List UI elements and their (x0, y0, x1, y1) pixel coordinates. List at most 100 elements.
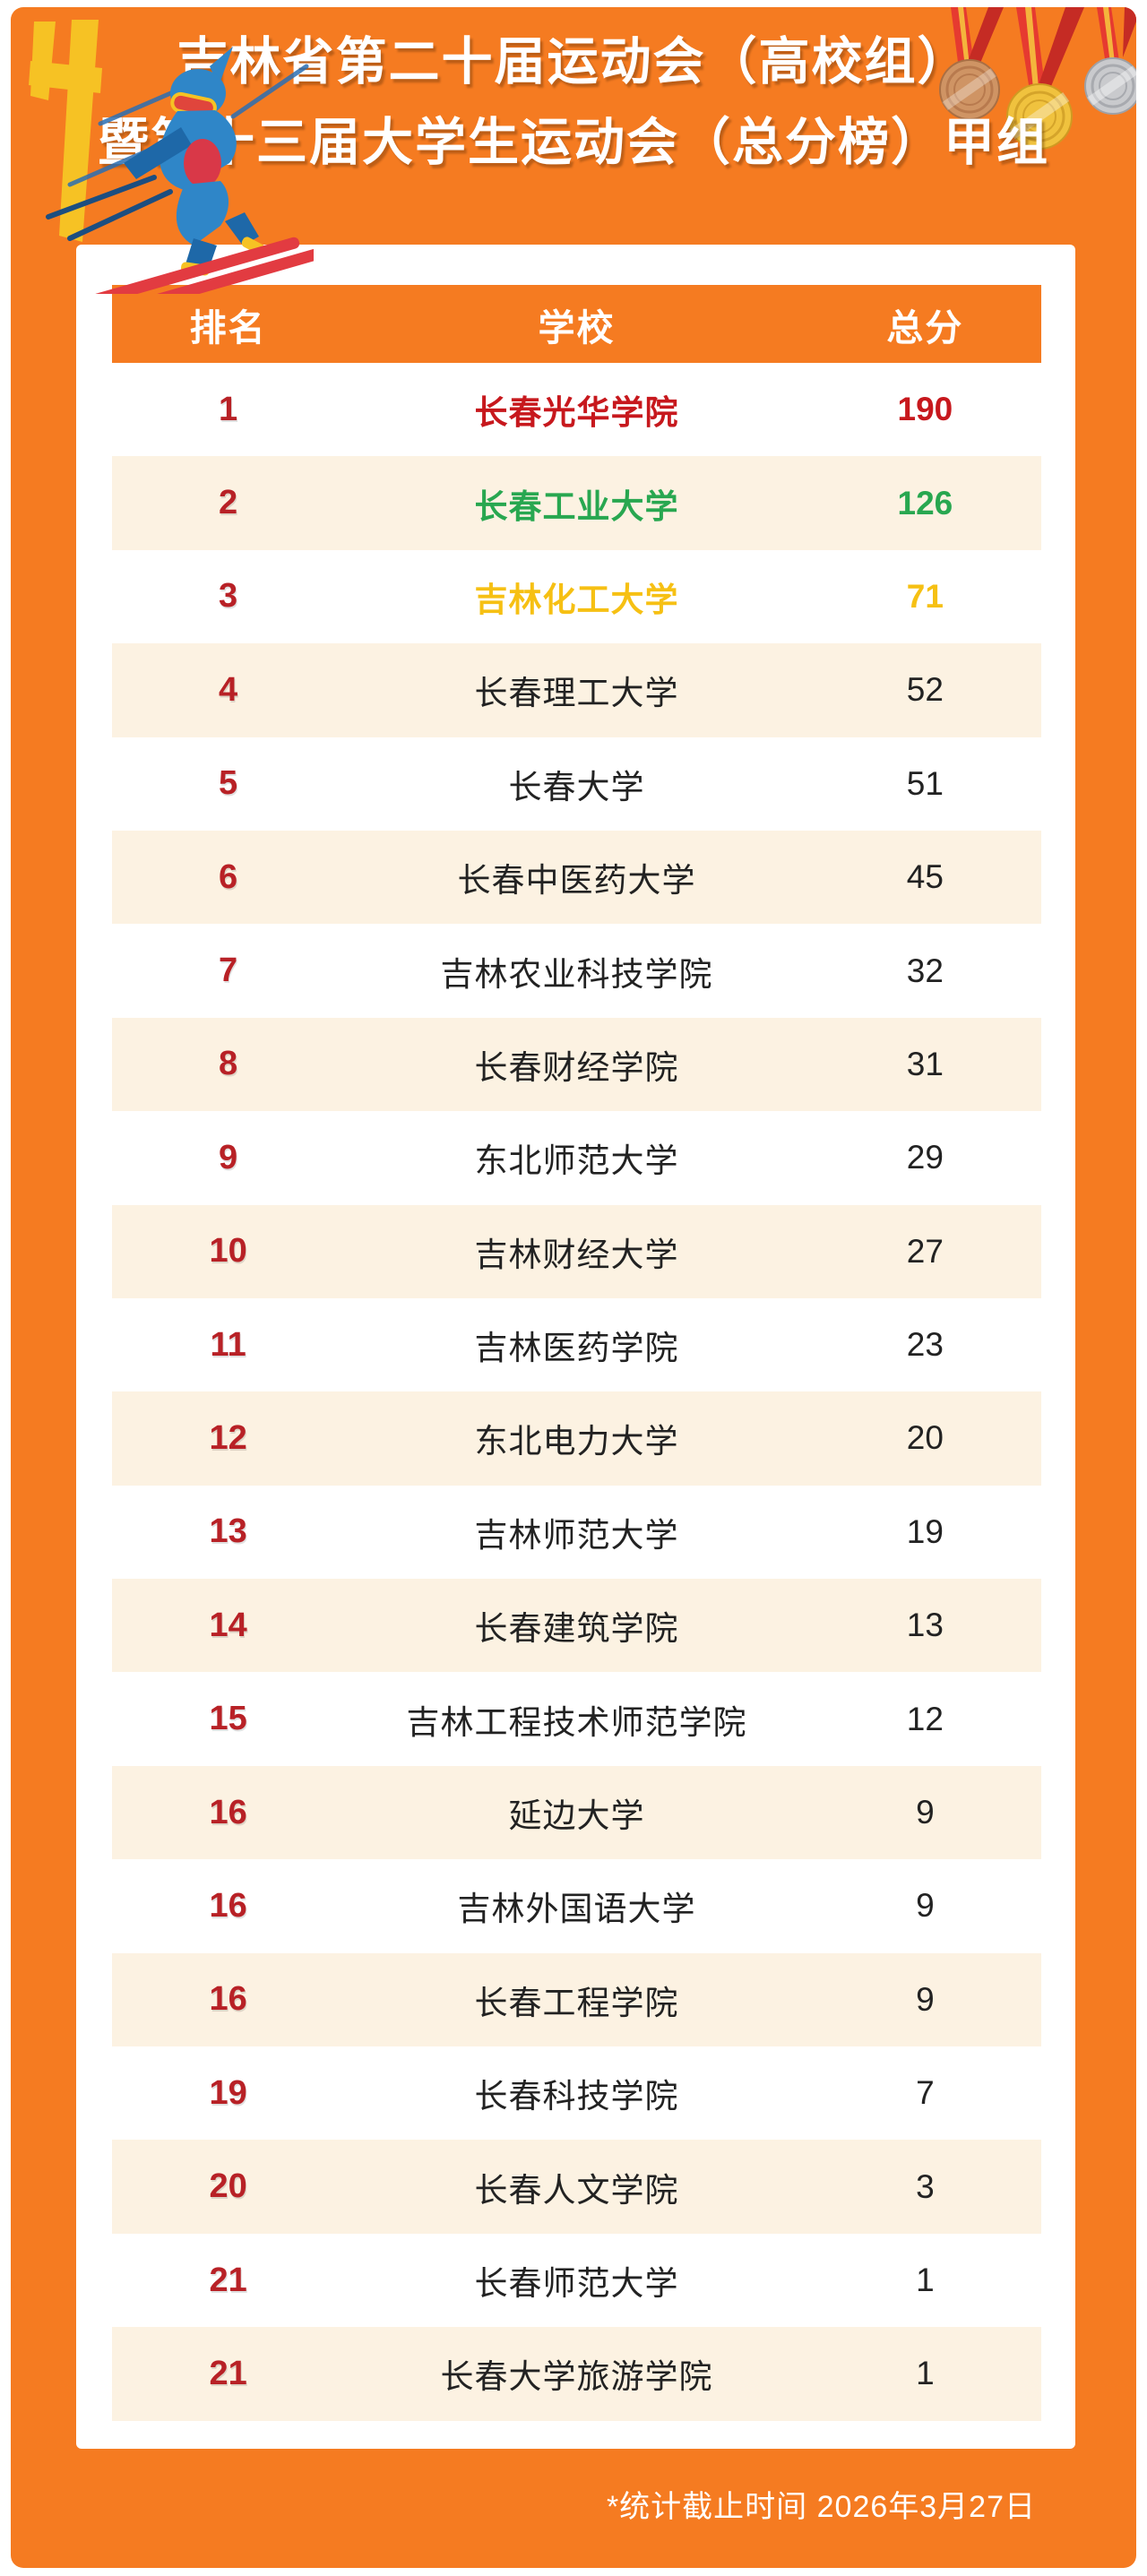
score-cell: 1 (916, 2355, 935, 2392)
school-cell: 长春工业大学 (474, 487, 679, 525)
skier-icon (29, 20, 314, 294)
rank-cell: 12 (209, 1418, 247, 1457)
table-row: 4 长春理工大学 52 (112, 643, 1041, 737)
score-cell: 71 (906, 577, 944, 615)
score-cell: 9 (916, 1980, 935, 2018)
school-cell: 长春师范大学 (474, 2265, 679, 2302)
score-cell: 51 (906, 764, 944, 802)
rank-cell: 9 (219, 1138, 238, 1176)
rank-cell: 21 (209, 2354, 247, 2392)
table-row: 19 长春科技学院 7 (112, 2046, 1041, 2141)
table-row: 21 长春大学旅游学院 1 (112, 2327, 1041, 2421)
rank-cell: 8 (219, 1045, 238, 1083)
school-cell: 长春光华学院 (474, 394, 679, 432)
orange-poster: 吉林省第二十届运动会（高校组） 暨第十三届大学生运动会（总分榜）甲组 排名 学校… (11, 7, 1136, 2568)
school-cell: 东北电力大学 (474, 1423, 679, 1460)
rank-cell: 14 (209, 1606, 247, 1644)
table-row: 12 东北电力大学 20 (112, 1391, 1041, 1486)
table-row: 16 吉林外国语大学 9 (112, 1859, 1041, 1953)
score-cell: 7 (916, 2074, 935, 2112)
score-cell: 9 (916, 1887, 935, 1925)
header-school: 学校 (538, 306, 616, 349)
table-body: 1 长春光华学院 190 2 长春工业大学 126 3 吉林化工大学 71 4 长春理工大学 52 5 长… (112, 363, 1041, 2421)
rank-cell: 20 (209, 2167, 247, 2206)
ranking-table: 排名 学校 总分 1 长春光华学院 190 2 长春工业大学 126 3 吉林化工大学 71 4 长… (112, 285, 1041, 2421)
score-cell: 190 (897, 391, 953, 428)
score-cell: 3 (916, 2167, 935, 2205)
rank-cell: 7 (219, 952, 238, 990)
school-cell: 吉林财经大学 (474, 1236, 679, 1273)
table-row: 7 吉林农业科技学院 32 (112, 924, 1041, 1018)
header-score: 总分 (886, 306, 964, 349)
rank-cell: 21 (209, 2261, 247, 2299)
score-cell: 52 (906, 671, 944, 709)
ranking-card: 排名 学校 总分 1 长春光华学院 190 2 长春工业大学 126 3 吉林化工大学 71 4 长… (76, 245, 1075, 2449)
rank-cell: 10 (209, 1232, 247, 1271)
score-cell: 29 (906, 1139, 944, 1176)
table-row: 16 长春工程学院 9 (112, 1952, 1041, 2047)
table-row: 9 东北师范大学 29 (112, 1111, 1041, 1205)
school-cell: 长春中医药大学 (457, 862, 696, 900)
school-cell: 延边大学 (508, 1797, 645, 1835)
rank-cell: 15 (209, 1700, 247, 1738)
title-line-1: 吉林省第二十届运动会（高校组） (177, 33, 970, 90)
school-cell: 吉林外国语大学 (457, 1891, 696, 1928)
medals-icon (939, 7, 1136, 150)
score-cell: 9 (916, 1794, 935, 1831)
rank-cell: 1 (219, 390, 238, 428)
rank-cell: 16 (209, 1980, 247, 2019)
school-cell: 长春科技学院 (474, 2078, 679, 2115)
rank-cell: 2 (219, 484, 238, 522)
score-cell: 13 (906, 1607, 944, 1644)
score-cell: 20 (906, 1419, 944, 1457)
score-cell: 126 (897, 484, 953, 521)
table-row: 13 吉林师范大学 19 (112, 1485, 1041, 1580)
table-row: 8 长春财经学院 31 (112, 1017, 1041, 1112)
score-cell: 12 (906, 1700, 944, 1737)
header-rank: 排名 (189, 306, 267, 349)
score-cell: 32 (906, 952, 944, 989)
table-row: 15 吉林工程技术师范学院 12 (112, 1672, 1041, 1766)
score-cell: 45 (906, 858, 944, 896)
school-cell: 长春建筑学院 (474, 1610, 679, 1648)
table-row: 20 长春人文学院 3 (112, 2140, 1041, 2234)
table-row: 1 长春光华学院 190 (112, 363, 1041, 457)
school-cell: 长春理工大学 (474, 675, 679, 712)
score-cell: 27 (906, 1232, 944, 1270)
score-cell: 1 (916, 2262, 935, 2298)
rank-cell: 3 (219, 577, 238, 616)
school-cell: 东北师范大学 (474, 1142, 679, 1180)
table-row: 16 延边大学 9 (112, 1765, 1041, 1860)
school-cell: 长春大学旅游学院 (440, 2358, 713, 2396)
score-cell: 31 (906, 1045, 944, 1082)
rank-cell: 6 (219, 857, 238, 896)
score-cell: 23 (906, 1326, 944, 1364)
score-cell: 19 (906, 1512, 944, 1550)
rank-cell: 11 (210, 1325, 246, 1364)
rank-cell: 4 (219, 670, 238, 709)
school-cell: 长春人文学院 (474, 2171, 679, 2209)
school-cell: 吉林农业科技学院 (440, 955, 713, 993)
school-cell: 吉林师范大学 (474, 1516, 679, 1554)
table-row: 11 吉林医药学院 23 (112, 1297, 1041, 1392)
school-cell: 吉林化工大学 (474, 581, 679, 618)
rank-cell: 16 (209, 1793, 247, 1831)
rank-cell: 16 (209, 1886, 247, 1925)
table-row: 10 吉林财经大学 27 (112, 1204, 1041, 1298)
school-cell: 吉林工程技术师范学院 (406, 1703, 747, 1741)
stats-cutoff-note: *统计截止时间 2026年3月27日 (606, 2490, 1036, 2524)
table-row: 3 吉林化工大学 71 (112, 549, 1041, 644)
table-row: 5 长春大学 51 (112, 737, 1041, 831)
title-line-2: 暨第十三届大学生运动会（总分榜）甲组 (98, 114, 1049, 171)
rank-cell: 19 (209, 2073, 247, 2112)
poster-title: 吉林省第二十届运动会（高校组） 暨第十三届大学生运动会（总分榜）甲组 (11, 22, 1136, 183)
table-row: 14 长春建筑学院 13 (112, 1579, 1041, 1673)
school-cell: 吉林医药学院 (474, 1330, 679, 1367)
table-header-row: 排名 学校 总分 (112, 285, 1041, 363)
school-cell: 长春工程学院 (474, 1984, 679, 2021)
rank-cell: 13 (209, 1512, 247, 1551)
rank-cell: 5 (219, 764, 238, 803)
table-row: 21 长春师范大学 1 (112, 2233, 1041, 2328)
table-row: 2 长春工业大学 126 (112, 456, 1041, 550)
